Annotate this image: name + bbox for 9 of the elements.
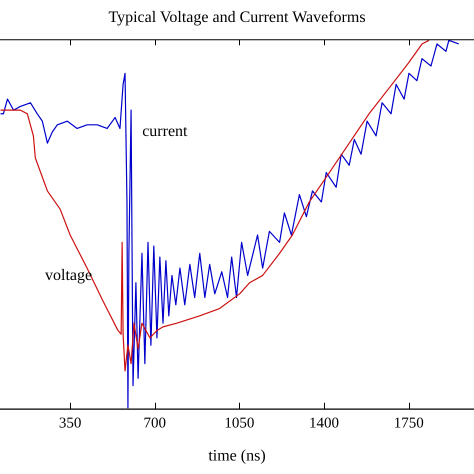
x-axis-title: time (ns) [208,448,266,465]
x-tick-label: 1750 [394,416,424,432]
x-tick-label: 350 [58,416,82,432]
x-tick-label: 1400 [309,416,340,432]
series-label: current [142,122,188,140]
x-tick-label: 700 [144,416,166,432]
x-tick-label: 1050 [224,416,254,432]
series-label: voltage [45,266,92,284]
chart-title: Typical Voltage and Current Waveforms [108,8,366,26]
